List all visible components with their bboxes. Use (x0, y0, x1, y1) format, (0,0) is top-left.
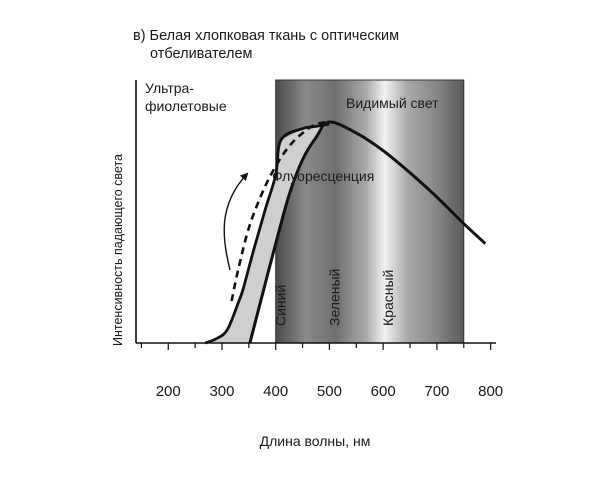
color-band-label: Красный (380, 270, 396, 326)
x-tick-label: 300 (209, 383, 234, 400)
color-band-labels: Синий Зеленый Красный (273, 269, 396, 326)
y-axis-title: Интенсивность падающего света (111, 154, 125, 346)
fluorescence-label: Флуоресценция (272, 168, 374, 184)
emission-curve (248, 120, 487, 344)
x-tick-label: 600 (371, 383, 396, 400)
x-tick-label: 400 (263, 383, 288, 400)
x-tick-label: 200 (156, 383, 181, 400)
absorption-curve (204, 122, 330, 345)
x-tick-label: 500 (317, 383, 342, 400)
color-band-label: Зеленый (326, 269, 342, 326)
fluorescence-shaded-area (205, 122, 330, 343)
visible-light-region (275, 79, 465, 344)
uv-label-line-2: фиолетовые (145, 98, 227, 114)
chart-title-line-2: отбеливателем (150, 46, 253, 62)
uv-label-line-1: Ультра- (145, 80, 194, 96)
x-axis-ticks: 200 300 400 500 600 700 800 (140, 343, 503, 400)
x-tick-label: 800 (478, 383, 503, 400)
curves-layer (204, 120, 487, 345)
color-band-label: Синий (273, 285, 289, 326)
x-tick-label: 700 (424, 383, 449, 400)
x-axis-title: Длина волны, нм (260, 433, 371, 449)
conversion-arrow (223, 172, 249, 271)
visible-light-label: Видимый свет (346, 95, 439, 111)
chart-title-line-1: в) Белая хлопковая ткань с оптическим (133, 28, 399, 44)
